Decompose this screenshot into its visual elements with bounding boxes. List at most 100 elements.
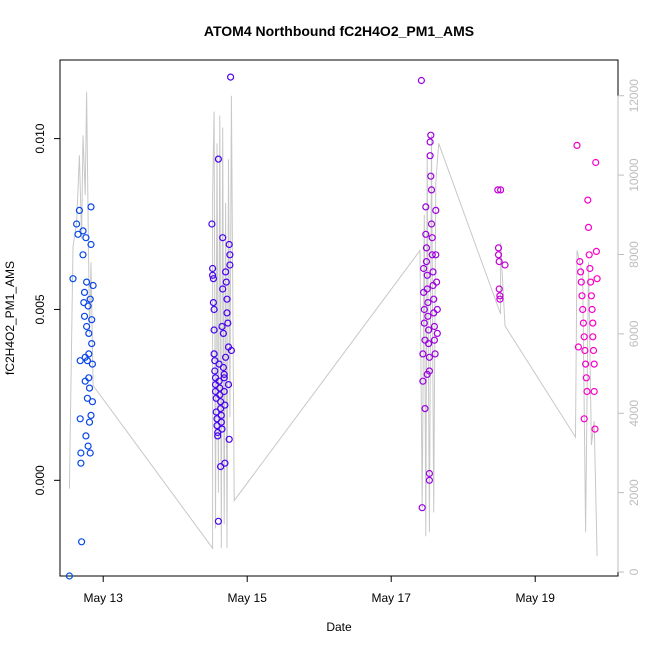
data-point xyxy=(425,326,433,334)
data-point xyxy=(217,405,225,413)
data-point xyxy=(580,415,588,423)
data-point xyxy=(430,336,438,344)
data-point xyxy=(585,251,593,259)
data-point xyxy=(88,398,97,406)
data-point xyxy=(424,312,432,320)
data-point xyxy=(227,73,235,81)
data-point xyxy=(593,275,601,283)
data-point xyxy=(430,309,438,317)
y2-tick-label: 4000 xyxy=(627,400,641,427)
data-point xyxy=(69,275,77,283)
data-point xyxy=(221,459,229,467)
data-point xyxy=(425,353,433,361)
data-point xyxy=(210,350,218,358)
data-point xyxy=(422,258,431,266)
data-point xyxy=(494,186,502,194)
data-point xyxy=(588,305,596,314)
data-point xyxy=(579,305,587,314)
data-point xyxy=(225,435,233,443)
data-point xyxy=(501,261,509,269)
data-point xyxy=(581,360,590,368)
data-point xyxy=(433,305,441,314)
data-point xyxy=(219,234,227,242)
x-axis-label: Date xyxy=(326,620,352,634)
data-point xyxy=(222,268,230,276)
data-point xyxy=(220,387,228,396)
data-point xyxy=(583,387,591,396)
data-point xyxy=(422,203,430,211)
data-point xyxy=(496,295,504,303)
data-point xyxy=(426,152,434,160)
data-point xyxy=(83,394,92,402)
data-point xyxy=(591,425,599,433)
data-point xyxy=(424,299,432,307)
data-point xyxy=(209,299,217,307)
data-point xyxy=(586,264,594,273)
data-point xyxy=(423,271,431,279)
data-point xyxy=(79,251,87,259)
chart-title: ATOM4 Northbound fC2H4O2_PM1_AMS xyxy=(204,23,474,39)
data-point xyxy=(224,381,233,389)
data-point xyxy=(210,305,218,314)
data-point xyxy=(217,411,225,419)
data-point xyxy=(215,377,223,385)
data-point xyxy=(84,442,92,450)
data-point xyxy=(222,353,230,361)
data-point xyxy=(590,360,598,368)
plot-frame xyxy=(59,59,619,577)
y-tick-label: 0.000 xyxy=(33,465,47,495)
data-point xyxy=(496,292,504,300)
data-point xyxy=(211,357,219,365)
data-point xyxy=(224,319,232,327)
data-point xyxy=(80,288,89,296)
data-point xyxy=(72,220,81,228)
data-point xyxy=(80,299,88,307)
data-point xyxy=(84,302,92,310)
data-point xyxy=(82,278,91,286)
data-point xyxy=(87,203,95,211)
data-point xyxy=(432,206,440,214)
data-point xyxy=(425,469,433,478)
data-point xyxy=(495,258,503,266)
data-point xyxy=(214,432,222,440)
data-point xyxy=(76,357,84,365)
data-point xyxy=(222,278,230,286)
data-point xyxy=(85,329,93,337)
data-point xyxy=(417,76,425,85)
data-point xyxy=(226,251,234,259)
y2-tick-label: 10000 xyxy=(627,158,641,192)
y2-tick-label: 12000 xyxy=(627,79,641,113)
data-point xyxy=(77,538,86,546)
data-point xyxy=(495,285,503,293)
y-tick-label: 0.010 xyxy=(33,123,47,153)
data-point xyxy=(226,261,234,269)
data-point xyxy=(220,374,228,382)
data-point xyxy=(592,247,601,255)
data-point xyxy=(428,234,436,242)
data-point xyxy=(77,449,85,457)
data-point xyxy=(427,220,436,228)
data-point xyxy=(87,411,95,419)
data-point xyxy=(208,220,216,228)
y-axis-right: 0 2000 4000 6000 8000 10000 12000 xyxy=(617,79,641,575)
data-point xyxy=(419,350,427,358)
data-point xyxy=(217,463,225,471)
data-point xyxy=(74,230,82,238)
data-point xyxy=(418,504,426,512)
scatter-points-layer xyxy=(65,73,601,580)
data-point xyxy=(210,326,218,334)
data-point xyxy=(219,285,227,293)
y-axis-label: fC2H4O2_PM1_AMS xyxy=(3,261,17,375)
data-point xyxy=(211,367,219,375)
data-point xyxy=(589,346,598,355)
x-axis: May 13 May 15 May 17 May 19 xyxy=(84,576,555,605)
data-point xyxy=(419,377,427,385)
data-point xyxy=(423,370,431,378)
data-point xyxy=(86,295,94,303)
data-point xyxy=(219,363,227,372)
data-point xyxy=(82,322,91,331)
data-point xyxy=(422,244,431,252)
data-point xyxy=(85,418,94,426)
data-point xyxy=(212,408,220,416)
